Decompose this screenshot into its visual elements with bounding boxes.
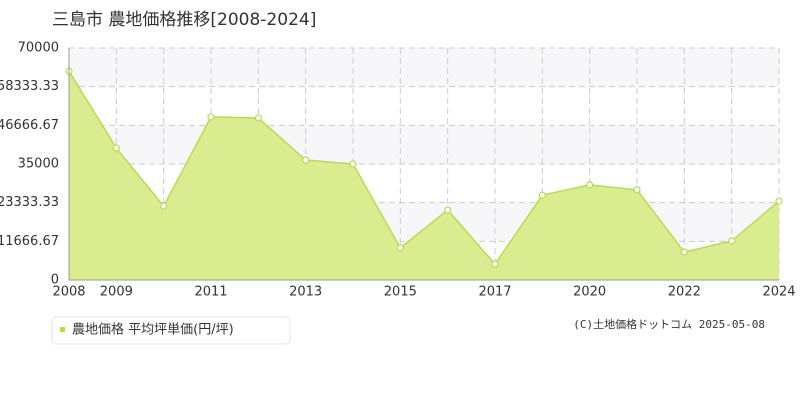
data-point <box>491 260 499 268</box>
y-tick-label: 11666.67 <box>0 234 59 249</box>
data-point <box>302 156 310 164</box>
y-tick-label: 35000 <box>18 157 59 172</box>
x-tick-label: 2022 <box>668 285 701 300</box>
data-point <box>538 191 546 199</box>
data-point <box>586 181 594 189</box>
plot-area: 0 11666.67 23333.33 35000 46666.67 58333.33 70… <box>0 41 796 300</box>
data-point <box>444 206 452 214</box>
chart-title: 三島市 農地価格推移[2008-2024] <box>52 10 316 30</box>
y-tick-label: 46666.67 <box>0 118 59 133</box>
data-point <box>112 144 120 152</box>
data-point <box>633 186 641 194</box>
x-tick-label: 2011 <box>194 285 227 300</box>
x-tick-label: 2017 <box>478 285 511 300</box>
legend-box <box>51 316 291 345</box>
legend-swatch <box>60 327 65 332</box>
x-tick-label: 2015 <box>384 285 417 300</box>
x-tick-label: 2013 <box>289 285 322 300</box>
x-tick-label: 2008 <box>52 285 85 300</box>
x-tick-label: 2024 <box>762 285 795 300</box>
data-point <box>396 244 404 252</box>
data-point <box>728 237 736 245</box>
data-point <box>160 202 168 210</box>
data-point <box>207 113 215 121</box>
area <box>69 71 779 280</box>
x-tick-label: 2009 <box>100 285 133 300</box>
x-tick-label: 2020 <box>573 285 606 300</box>
data-point <box>254 114 262 122</box>
y-tick-label: 0 <box>51 273 59 288</box>
y-tick-label: 23333.33 <box>0 195 59 210</box>
data-point <box>349 160 357 168</box>
copyright: (C)土地価格ドットコム 2025-05-08 <box>573 317 765 331</box>
line <box>68 70 780 266</box>
y-tick-label: 70000 <box>18 41 59 56</box>
data-point <box>775 197 783 205</box>
legend-label: 農地価格 平均坪単価(円/坪) <box>72 322 234 338</box>
grid-band <box>69 48 779 87</box>
y-tick-label: 58333.33 <box>0 79 59 94</box>
data-point <box>680 248 688 256</box>
grid-band <box>69 125 779 164</box>
